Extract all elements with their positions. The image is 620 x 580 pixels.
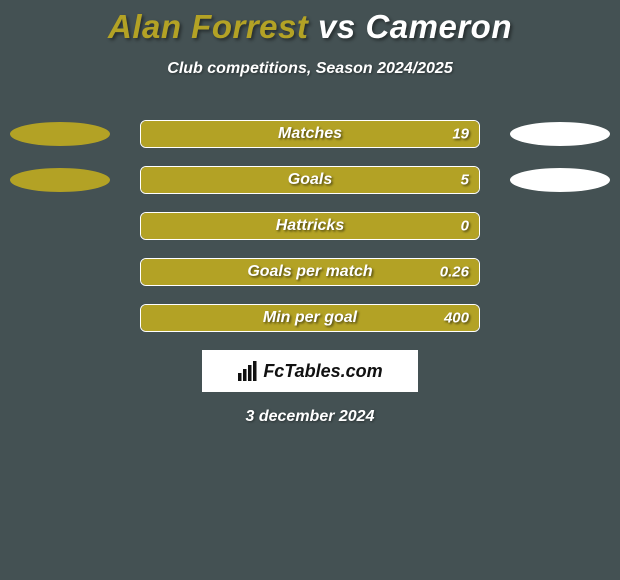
stat-row: Min per goal400: [0, 304, 620, 332]
stat-bar: Goals5: [140, 166, 480, 194]
chart-bars-icon: [237, 361, 259, 381]
stat-bar-fill: [141, 305, 479, 331]
stat-bar-fill: [141, 167, 479, 193]
stat-rows: Matches19 Goals5 Hattricks0 Goals per match…: [0, 120, 620, 332]
stat-row: Hattricks0: [0, 212, 620, 240]
stat-bar: Min per goal400: [140, 304, 480, 332]
stat-bar: Matches19: [140, 120, 480, 148]
title-vs: vs: [318, 8, 356, 45]
stat-bar: Goals per match0.26: [140, 258, 480, 286]
stat-row: Goals5: [0, 166, 620, 194]
stat-row: Matches19: [0, 120, 620, 148]
player1-ellipse: [10, 168, 110, 192]
title-player2: Cameron: [365, 8, 512, 45]
stat-bar-fill: [141, 259, 479, 285]
subtitle: Club competitions, Season 2024/2025: [0, 60, 620, 78]
title-player1: Alan Forrest: [108, 8, 308, 45]
stat-bar-fill: [141, 121, 479, 147]
player2-ellipse: [510, 122, 610, 146]
player2-ellipse: [510, 168, 610, 192]
stat-row: Goals per match0.26: [0, 258, 620, 286]
player1-ellipse: [10, 122, 110, 146]
page-title: Alan Forrest vs Cameron: [0, 0, 620, 46]
date-text: 3 december 2024: [0, 408, 620, 426]
stat-bar: Hattricks0: [140, 212, 480, 240]
stat-bar-fill: [141, 213, 479, 239]
brand-text: FcTables.com: [263, 361, 382, 382]
brand-badge: FcTables.com: [202, 350, 418, 392]
